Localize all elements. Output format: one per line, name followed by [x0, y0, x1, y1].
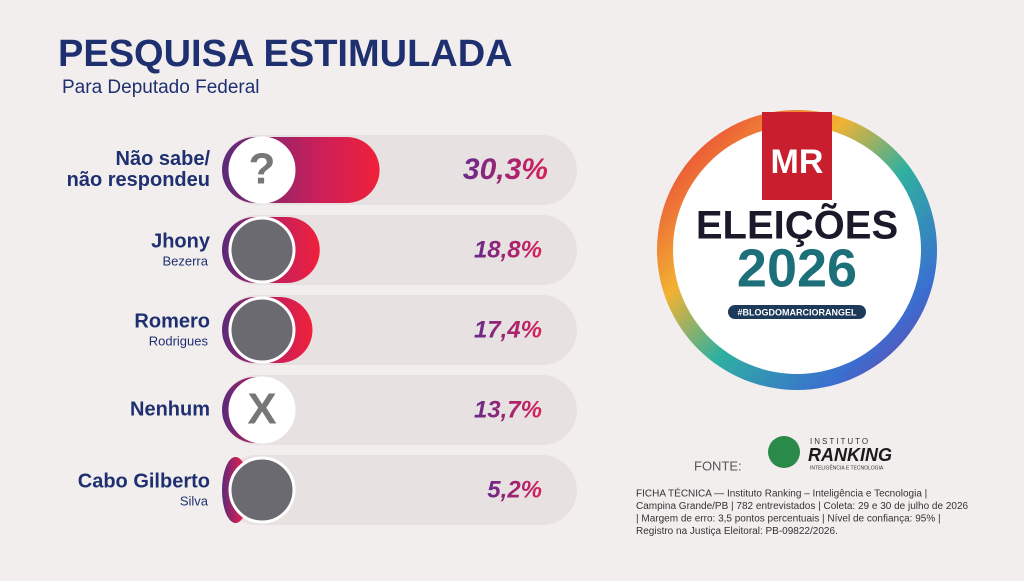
avatar	[228, 136, 296, 204]
category-label: Cabo Gilberto	[78, 470, 210, 492]
category-sublabel: Silva	[180, 493, 209, 508]
row-track	[222, 455, 577, 525]
technical-note: FICHA TÉCNICA — Instituto Ranking – Inte…	[636, 487, 969, 538]
title: PESQUISA ESTIMULADA	[58, 33, 513, 75]
note-line: | Margem de erro: 3,5 pontos percentuais…	[636, 514, 941, 525]
institute-sub: INTELIGÊNCIA E TECNOLOGIA	[810, 463, 884, 471]
value-label: 18,8%	[474, 236, 542, 263]
category-sublabel: Bezerra	[162, 253, 208, 268]
subtitle: Para Deputado Federal	[62, 77, 260, 98]
rows: ? Não sabe/não respondeu 30,3% JhonyBezerra…	[67, 135, 577, 525]
note-line: Registro na Justiça Eleitoral: PB-09822/…	[636, 526, 838, 537]
avatar	[228, 216, 296, 284]
source-label: FONTE:	[694, 458, 742, 473]
note-line: Campina Grande/PB | 782 entrevistados | …	[636, 501, 969, 512]
row-track	[222, 375, 577, 445]
category-label: Nenhum	[130, 398, 210, 420]
avatar	[228, 376, 296, 444]
icon: ?	[249, 145, 276, 194]
tag-pill	[728, 305, 866, 319]
value-label: 5,2%	[487, 476, 542, 503]
badge-line1: ELEIÇÕES	[696, 202, 898, 248]
category-sublabel: Rodrigues	[149, 333, 209, 348]
value-label: 17,4%	[474, 316, 542, 343]
row-track	[222, 295, 577, 365]
icon: X	[247, 385, 276, 434]
note-line: FICHA TÉCNICA — Instituto Ranking – Inte…	[636, 487, 927, 500]
logo-box	[762, 112, 832, 200]
institute-name: RANKING	[808, 445, 892, 465]
badge-tag: #BLOGDOMARCIORANGEL	[738, 307, 858, 317]
avatar	[228, 456, 296, 524]
value-label: 30,3%	[463, 153, 548, 186]
category-label: Romero	[134, 310, 210, 332]
badge: MR ELEIÇÕES 2026 #BLOGDOMARCIORANGEL	[657, 110, 937, 390]
avatar	[228, 296, 296, 364]
badge-line2: 2026	[737, 238, 857, 298]
category-label: Não sabe/não respondeu	[67, 148, 211, 191]
institute-icon	[768, 436, 800, 468]
category-label: Jhony	[151, 230, 211, 252]
logo: MR	[771, 143, 824, 181]
institute-top: INSTITUTO	[810, 437, 870, 446]
value-label: 13,7%	[474, 396, 542, 423]
